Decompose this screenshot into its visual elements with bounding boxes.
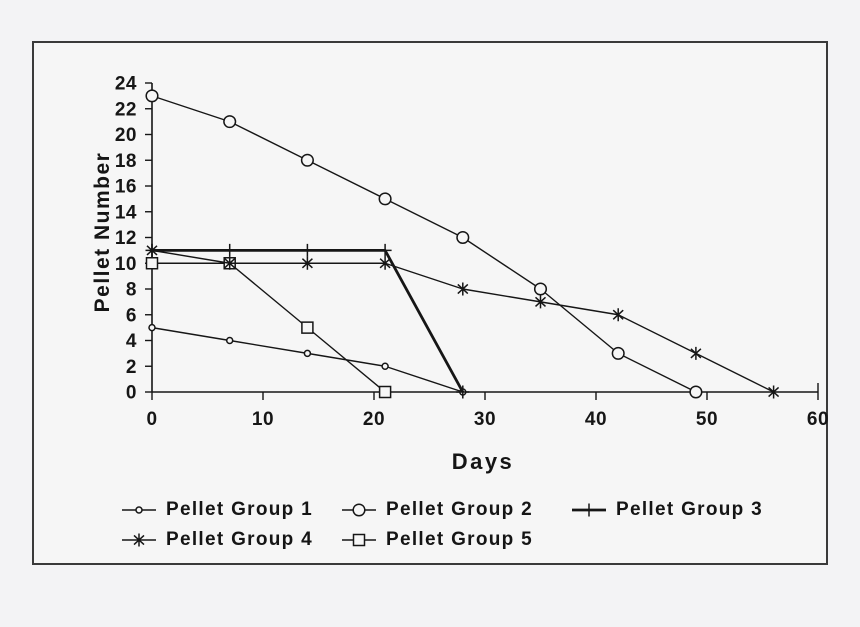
y-tick-label: 10 xyxy=(115,254,137,275)
plus-marker-icon xyxy=(223,243,237,257)
x-tick-label: 50 xyxy=(696,409,718,430)
legend-label-pellet-group-2: Pellet Group 2 xyxy=(386,499,534,520)
y-tick-label: 4 xyxy=(126,331,137,352)
y-tick-label: 0 xyxy=(126,383,137,404)
asterisk-marker-icon xyxy=(379,256,391,270)
circle-small-marker-icon xyxy=(135,506,143,514)
plus-marker-icon xyxy=(145,243,159,257)
legend-label-pellet-group-1: Pellet Group 1 xyxy=(166,499,314,520)
asterisk-marker-icon xyxy=(612,308,624,322)
asterisk-marker-icon xyxy=(122,533,156,547)
y-tick-label: 24 xyxy=(115,74,137,95)
square-marker-icon xyxy=(301,321,314,334)
square-marker-icon xyxy=(342,533,376,547)
circle-small-marker-icon xyxy=(148,323,156,332)
square-marker-icon xyxy=(378,385,392,399)
square-marker-icon xyxy=(352,533,366,547)
series-line-2 xyxy=(151,95,697,393)
circle-large-marker-icon xyxy=(145,89,159,103)
circle-large-marker-icon xyxy=(689,385,703,399)
plus-marker-icon xyxy=(582,503,596,517)
x-tick-label: 20 xyxy=(363,409,385,430)
circle-large-marker-icon xyxy=(223,115,237,129)
circle-large-marker-icon xyxy=(342,503,376,517)
plus-marker-icon xyxy=(300,243,314,257)
legend-label-pellet-group-3: Pellet Group 3 xyxy=(616,499,764,520)
y-tick-label: 12 xyxy=(115,228,137,249)
asterisk-marker-icon xyxy=(690,346,702,360)
circle-large-marker-icon xyxy=(352,503,366,517)
square-marker-icon xyxy=(145,257,159,270)
y-tick-label: 16 xyxy=(115,177,137,198)
plus-marker-icon xyxy=(456,385,470,399)
y-axis-title: Pellet Number xyxy=(91,151,114,313)
asterisk-marker-icon xyxy=(457,282,469,296)
circle-large-marker-icon xyxy=(378,192,392,206)
legend-label-pellet-group-5: Pellet Group 5 xyxy=(386,529,534,550)
circle-large-marker-icon xyxy=(300,153,314,167)
asterisk-marker-icon xyxy=(768,385,780,399)
chart-container xyxy=(32,41,828,565)
x-tick-label: 60 xyxy=(807,409,829,430)
series-line-3 xyxy=(152,248,465,393)
legend-item-pellet-group-1: Pellet Group 1 xyxy=(120,499,314,520)
circle-large-marker-icon xyxy=(533,282,548,296)
y-tick-label: 18 xyxy=(115,151,137,172)
asterisk-marker-icon xyxy=(301,256,313,270)
y-tick-label: 8 xyxy=(126,280,137,301)
x-tick-label: 40 xyxy=(585,409,607,430)
circle-small-marker-icon xyxy=(225,336,234,345)
series-line-1 xyxy=(151,326,464,393)
series-line-5 xyxy=(152,262,386,393)
legend-label-pellet-group-4: Pellet Group 4 xyxy=(166,529,314,550)
circle-large-marker-icon xyxy=(456,230,470,245)
y-tick-label: 2 xyxy=(126,357,137,378)
circle-small-marker-icon xyxy=(303,349,312,358)
x-tick-label: 0 xyxy=(146,409,157,430)
y-tick-label: 20 xyxy=(115,125,137,146)
series-line-4 xyxy=(151,249,774,393)
asterisk-marker-icon xyxy=(534,295,547,309)
x-tick-label: 10 xyxy=(252,409,274,430)
y-tick-label: 14 xyxy=(115,202,137,223)
legend-item-pellet-group-3: Pellet Group 3 xyxy=(570,499,764,520)
asterisk-marker-icon xyxy=(133,533,145,547)
circle-small-marker-icon xyxy=(122,506,156,514)
legend-item-pellet-group-4: Pellet Group 4 xyxy=(120,529,314,550)
y-tick-label: 6 xyxy=(126,305,137,326)
y-tick-label: 22 xyxy=(115,99,137,120)
asterisk-marker-icon xyxy=(224,256,236,270)
legend-item-pellet-group-5: Pellet Group 5 xyxy=(340,529,534,550)
circle-large-marker-icon xyxy=(611,346,625,360)
circle-small-marker-icon xyxy=(381,362,389,370)
plus-marker-icon xyxy=(572,503,606,517)
plus-marker-icon xyxy=(378,243,392,257)
legend-item-pellet-group-2: Pellet Group 2 xyxy=(340,499,534,520)
x-tick-label: 30 xyxy=(474,409,496,430)
x-axis-title: Days xyxy=(451,449,515,474)
